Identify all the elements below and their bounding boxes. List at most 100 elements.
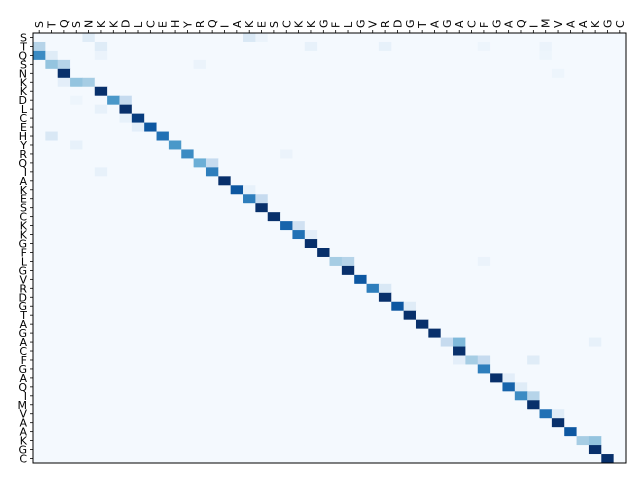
heatmap-cell — [354, 122, 367, 132]
heatmap-cell — [70, 95, 83, 106]
heatmap-cell — [45, 140, 59, 150]
heatmap-cell — [218, 113, 232, 123]
heatmap-cell — [341, 140, 355, 150]
heatmap-cell — [366, 33, 380, 43]
heatmap-cell — [144, 364, 157, 374]
heatmap-cell — [354, 149, 367, 159]
heatmap-cell — [119, 131, 133, 141]
heatmap-cell — [613, 104, 627, 115]
heatmap-cell — [304, 149, 318, 159]
heatmap-cell — [588, 33, 602, 43]
heatmap-cell — [440, 337, 454, 347]
heatmap-cell — [317, 256, 330, 267]
heatmap-cell — [527, 436, 540, 446]
heatmap-cell — [243, 176, 256, 186]
heatmap-cell — [292, 68, 306, 79]
heatmap-cell — [514, 50, 528, 61]
heatmap-cell — [94, 364, 108, 374]
heatmap-cell — [267, 400, 281, 410]
heatmap-cell — [576, 364, 590, 374]
heatmap-cell — [391, 328, 405, 338]
heatmap-cell — [415, 265, 429, 276]
heatmap-cell — [378, 364, 392, 374]
heatmap-cell — [267, 212, 281, 222]
heatmap-cell — [292, 33, 306, 43]
heatmap-cell — [144, 194, 157, 204]
heatmap-cell — [354, 221, 367, 231]
heatmap-cell — [551, 256, 565, 267]
heatmap-cell — [317, 310, 330, 321]
heatmap-cell — [156, 203, 170, 213]
heatmap-cell — [551, 131, 565, 141]
heatmap-cell — [267, 355, 281, 365]
heatmap-cell — [588, 310, 602, 321]
heatmap-cell — [551, 113, 565, 123]
heatmap-cell — [354, 283, 367, 294]
heatmap-cell — [193, 248, 207, 258]
heatmap-cell — [70, 346, 83, 356]
x-tick-label: A — [564, 20, 577, 28]
heatmap-cell — [428, 59, 442, 70]
heatmap-cell — [527, 131, 540, 141]
heatmap-cell — [341, 274, 355, 285]
heatmap-cell — [415, 346, 429, 356]
heatmap-cell — [107, 185, 120, 195]
heatmap-cell — [205, 77, 219, 88]
heatmap-cell — [490, 400, 503, 410]
heatmap-cell — [33, 346, 46, 356]
heatmap-cell — [551, 454, 565, 464]
heatmap-cell — [156, 158, 170, 168]
heatmap-cell — [378, 68, 392, 79]
heatmap-cell — [70, 301, 83, 312]
heatmap-cell — [45, 256, 59, 267]
heatmap-cell — [490, 391, 503, 401]
heatmap-cell — [378, 104, 392, 115]
heatmap-cell — [378, 427, 392, 437]
heatmap-cell — [181, 265, 195, 276]
heatmap-cell — [304, 436, 318, 446]
heatmap-cell — [403, 265, 417, 276]
heatmap-cell — [354, 274, 367, 285]
heatmap-cell — [539, 346, 553, 356]
heatmap-cell — [168, 382, 182, 392]
heatmap-cell — [317, 373, 330, 383]
heatmap-cell — [230, 59, 244, 70]
heatmap-cell — [57, 292, 71, 303]
heatmap-cell — [82, 95, 96, 106]
heatmap-cell — [181, 68, 195, 79]
y-tick-label: C — [19, 211, 27, 224]
heatmap-cell — [428, 391, 442, 401]
heatmap-cell — [33, 355, 46, 365]
heatmap-cell — [181, 33, 195, 43]
heatmap-cell — [539, 265, 553, 276]
heatmap-cell — [477, 409, 491, 419]
heatmap-cell — [576, 194, 590, 204]
heatmap-cell — [588, 445, 602, 455]
heatmap-cell — [440, 33, 454, 43]
heatmap-cell — [230, 454, 244, 464]
heatmap-cell — [267, 364, 281, 374]
heatmap-cell — [403, 400, 417, 410]
heatmap-cell — [329, 418, 343, 428]
heatmap-cell — [490, 95, 503, 106]
heatmap-cell — [304, 221, 318, 231]
heatmap-cell — [255, 203, 269, 213]
heatmap-cell — [551, 149, 565, 159]
heatmap-cell — [477, 230, 491, 240]
x-tick-label: C — [466, 20, 479, 28]
heatmap-cell — [366, 167, 380, 177]
heatmap-cell — [119, 95, 133, 106]
heatmap-cell — [119, 140, 133, 150]
heatmap-cell — [428, 346, 442, 356]
heatmap-cell — [255, 77, 269, 88]
heatmap-cell — [255, 248, 269, 258]
heatmap-cell — [230, 113, 244, 123]
heatmap-cell — [267, 185, 281, 195]
heatmap-cell — [230, 292, 244, 303]
heatmap-cell — [378, 77, 392, 88]
heatmap-cell — [45, 436, 59, 446]
heatmap-cell — [551, 346, 565, 356]
heatmap-cell — [144, 355, 157, 365]
heatmap-cell — [156, 86, 170, 97]
heatmap-cell — [564, 176, 577, 186]
